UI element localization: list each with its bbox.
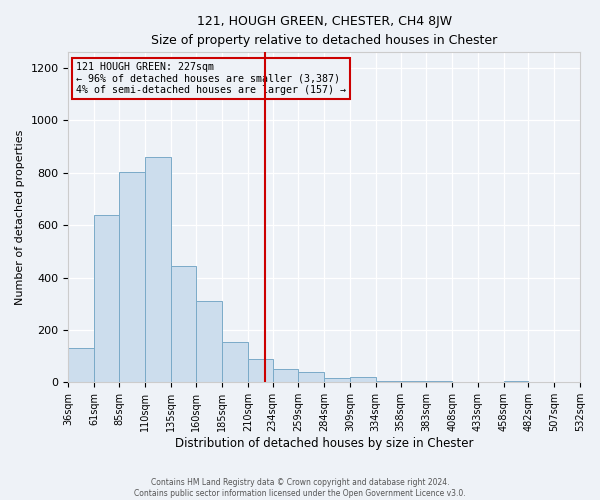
Bar <box>170 266 196 382</box>
Bar <box>376 381 401 382</box>
Bar <box>248 359 272 382</box>
Text: Contains HM Land Registry data © Crown copyright and database right 2024.
Contai: Contains HM Land Registry data © Crown c… <box>134 478 466 498</box>
Bar <box>68 348 94 382</box>
Bar <box>324 378 350 382</box>
Bar <box>350 377 376 382</box>
Y-axis label: Number of detached properties: Number of detached properties <box>15 130 25 305</box>
Title: 121, HOUGH GREEN, CHESTER, CH4 8JW
Size of property relative to detached houses : 121, HOUGH GREEN, CHESTER, CH4 8JW Size … <box>151 15 497 47</box>
Text: 121 HOUGH GREEN: 227sqm
← 96% of detached houses are smaller (3,387)
4% of semi-: 121 HOUGH GREEN: 227sqm ← 96% of detache… <box>76 62 346 96</box>
Bar <box>401 381 427 382</box>
Bar <box>196 301 222 382</box>
Bar <box>272 370 298 382</box>
Bar <box>94 214 119 382</box>
Bar <box>503 381 529 382</box>
Bar <box>580 381 600 382</box>
Bar <box>427 381 452 382</box>
X-axis label: Distribution of detached houses by size in Chester: Distribution of detached houses by size … <box>175 437 473 450</box>
Bar <box>298 372 324 382</box>
Bar <box>145 157 170 382</box>
Bar <box>222 342 248 382</box>
Bar <box>119 172 145 382</box>
